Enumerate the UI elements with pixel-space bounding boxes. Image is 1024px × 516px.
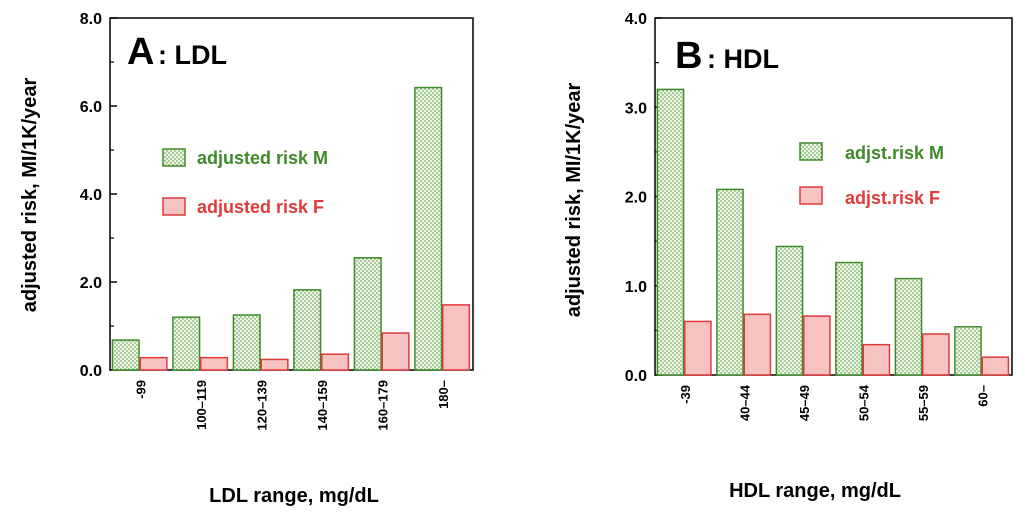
- panel-letter: B: [675, 35, 702, 77]
- x-category-label: 140–159: [315, 380, 330, 431]
- y-tick-label: 2.0: [80, 275, 102, 292]
- panel-a-ldl: 0.0 2.0 4.0 6.0 8.0 -99 100–119 120–139 140–159…: [19, 11, 474, 507]
- legend-swatch-female: [799, 186, 823, 205]
- y-tick-label: 4.0: [625, 11, 647, 28]
- bar-male: [111, 339, 140, 371]
- bar-male: [414, 86, 443, 371]
- bar-male: [293, 289, 322, 371]
- x-category-label: 60–: [975, 385, 990, 407]
- bar-female: [139, 356, 168, 371]
- legend-swatch-male: [799, 142, 823, 161]
- x-axis-label: HDL range, mg/dL: [729, 480, 901, 502]
- bar-female: [743, 313, 772, 376]
- panel-b-hdl: 0.0 1.0 2.0 3.0 4.0 -39 40–44 45–49 50–54 55–59 6…: [563, 11, 1013, 502]
- bar-female: [684, 320, 712, 376]
- x-category-label: 45–49: [797, 385, 812, 421]
- y-tick-label: 2.0: [625, 190, 647, 207]
- bar-male: [353, 257, 382, 371]
- x-axis-label: LDL range, mg/dL: [209, 485, 379, 507]
- legend-swatch-male: [162, 148, 186, 167]
- x-category-label: -99: [133, 380, 148, 399]
- bar-female: [922, 333, 950, 376]
- x-category-label: -39: [678, 385, 693, 404]
- bar-female: [381, 332, 410, 371]
- legend-swatch-female: [162, 197, 186, 216]
- legend-label-male: adjst.risk M: [845, 143, 944, 163]
- bar-female: [981, 356, 1010, 376]
- legend: adjusted risk M adjusted risk F: [162, 148, 328, 217]
- y-tick-label: 0.0: [625, 368, 647, 385]
- panel-letter: A: [127, 31, 154, 73]
- legend: adjst.risk M adjst.risk F: [799, 142, 944, 208]
- x-category-label: 180–: [436, 380, 451, 409]
- bars: [656, 88, 1010, 376]
- y-axis-label: adjusted risk, MI/1K/year: [563, 83, 585, 318]
- legend-label-male: adjusted risk M: [197, 148, 328, 168]
- y-tick-label: 8.0: [80, 11, 102, 28]
- bar-male: [172, 316, 201, 371]
- x-category-label: 50–54: [856, 384, 871, 421]
- y-tick-label: 3.0: [625, 100, 647, 117]
- x-category-label: 160–179: [375, 380, 390, 431]
- x-category-label: 120–139: [254, 380, 269, 431]
- bar-male: [656, 88, 685, 376]
- x-category-label: 55–59: [916, 385, 931, 421]
- bar-male: [232, 314, 261, 371]
- bar-female: [260, 358, 289, 371]
- y-axis-label: adjusted risk, MI/1K/year: [19, 78, 41, 313]
- y-axis-ticks: 0.0 2.0 4.0 6.0 8.0: [80, 11, 117, 380]
- x-axis-categories: -39 40–44 45–49 50–54 55–59 60–: [678, 384, 991, 421]
- bar-male: [835, 261, 863, 376]
- y-tick-label: 4.0: [80, 187, 102, 204]
- x-axis-categories: -99 100–119 120–139 140–159 160–179 180–: [133, 380, 451, 431]
- bar-male: [894, 277, 923, 376]
- bar-male: [775, 245, 804, 376]
- bar-female: [803, 315, 831, 376]
- x-category-label: 100–119: [194, 380, 209, 430]
- bar-male: [954, 326, 982, 376]
- bar-male: [716, 188, 744, 376]
- bars: [111, 86, 471, 371]
- bar-female: [200, 356, 229, 371]
- panel-title: : HDL: [707, 44, 779, 74]
- panel-title: : LDL: [158, 40, 227, 70]
- legend-label-female: adjst.risk F: [845, 188, 940, 208]
- bar-female: [862, 343, 891, 376]
- bar-female: [442, 304, 471, 371]
- bar-female: [321, 353, 350, 371]
- y-tick-label: 6.0: [80, 99, 102, 116]
- y-tick-label: 1.0: [625, 279, 647, 296]
- y-tick-label: 0.0: [80, 363, 102, 380]
- legend-label-female: adjusted risk F: [197, 197, 324, 217]
- y-axis-ticks: 0.0 1.0 2.0 3.0 4.0: [625, 11, 662, 385]
- x-category-label: 40–44: [737, 384, 752, 421]
